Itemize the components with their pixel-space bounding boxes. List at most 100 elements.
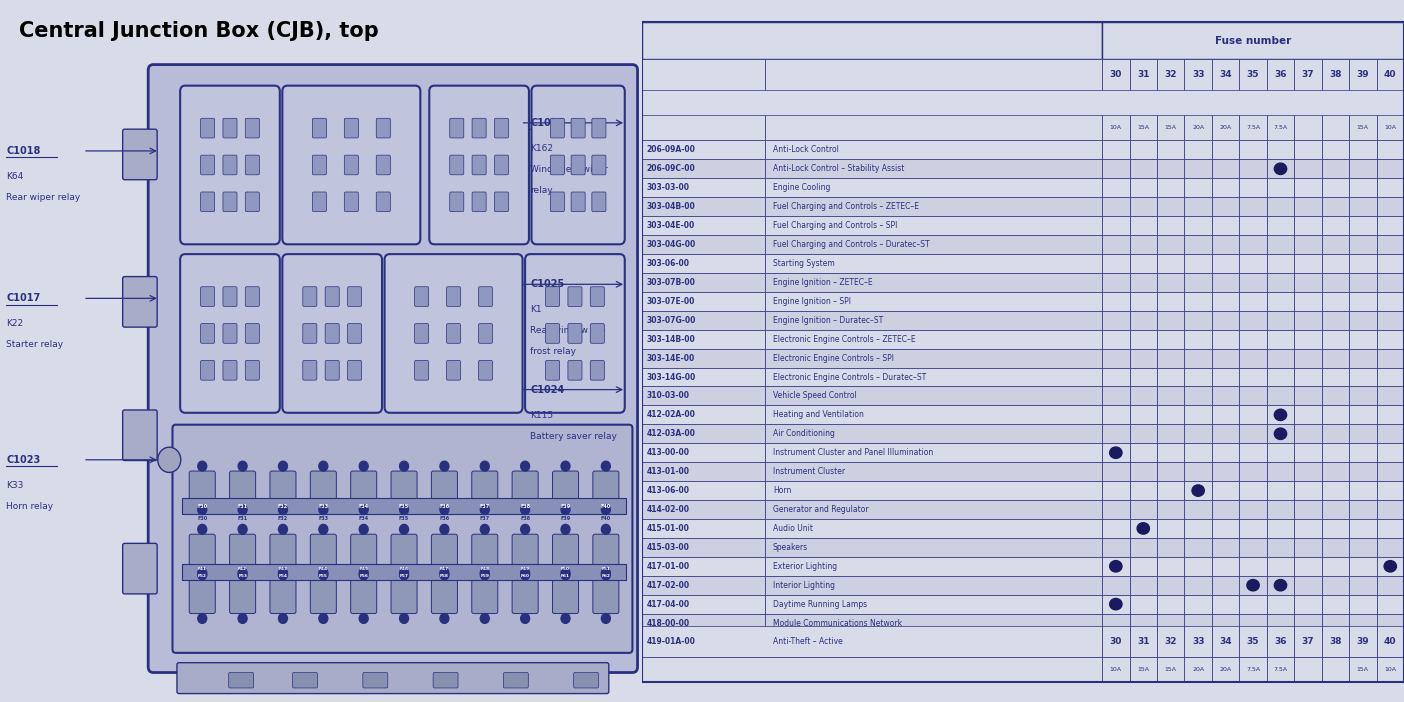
Text: 40: 40	[1384, 70, 1397, 79]
Bar	[1376, 462, 1404, 481]
Text: Instrument Cluster and Panel Illumination: Instrument Cluster and Panel Illuminatio…	[772, 448, 934, 457]
FancyBboxPatch shape	[546, 324, 560, 343]
Bar	[1185, 197, 1212, 216]
FancyBboxPatch shape	[282, 254, 382, 413]
Bar	[1102, 443, 1130, 462]
Text: F58: F58	[439, 574, 449, 578]
Bar	[1212, 197, 1240, 216]
Bar	[1157, 140, 1185, 159]
Bar	[765, 538, 1102, 557]
Bar	[1185, 292, 1212, 311]
Circle shape	[601, 614, 611, 623]
Bar	[1157, 500, 1185, 519]
Bar	[1185, 115, 1212, 140]
Bar	[1294, 368, 1321, 387]
Circle shape	[521, 568, 529, 578]
Bar	[765, 576, 1102, 595]
Text: 20A: 20A	[1192, 667, 1205, 673]
Bar	[1266, 59, 1294, 90]
FancyBboxPatch shape	[472, 580, 498, 614]
Bar	[1321, 273, 1349, 292]
Bar	[1130, 424, 1157, 443]
Bar	[1266, 538, 1294, 557]
Bar	[1321, 311, 1349, 330]
Bar	[1321, 349, 1349, 368]
Bar	[1212, 330, 1240, 349]
Circle shape	[480, 461, 489, 471]
Bar	[1157, 387, 1185, 405]
Circle shape	[359, 568, 368, 578]
Bar	[1376, 349, 1404, 368]
Bar	[1240, 140, 1266, 159]
Bar	[1185, 273, 1212, 292]
Text: F50: F50	[562, 567, 570, 571]
Bar	[1349, 633, 1376, 651]
Text: F40: F40	[601, 515, 611, 521]
FancyBboxPatch shape	[550, 155, 564, 175]
Text: F46: F46	[400, 567, 409, 571]
Circle shape	[400, 568, 409, 578]
Bar	[1321, 614, 1349, 633]
Bar	[1376, 368, 1404, 387]
Text: 413-06-00: 413-06-00	[646, 486, 689, 495]
Circle shape	[400, 524, 409, 534]
Bar	[1376, 500, 1404, 519]
Text: F34: F34	[358, 503, 369, 509]
Text: 39: 39	[1356, 637, 1369, 646]
Bar	[1266, 292, 1294, 311]
Bar	[1321, 626, 1349, 657]
Bar	[183, 564, 626, 580]
Text: K1: K1	[531, 305, 542, 314]
Bar	[1349, 159, 1376, 178]
Bar	[1266, 405, 1294, 424]
FancyBboxPatch shape	[344, 155, 358, 175]
Bar	[1130, 197, 1157, 216]
FancyBboxPatch shape	[312, 192, 327, 212]
Circle shape	[1275, 409, 1286, 420]
Text: F49: F49	[521, 567, 529, 571]
FancyBboxPatch shape	[449, 192, 463, 212]
Bar	[1240, 178, 1266, 197]
Text: F32: F32	[278, 503, 288, 509]
Bar	[1102, 349, 1130, 368]
Text: Heating and Ventilation: Heating and Ventilation	[772, 411, 863, 419]
Circle shape	[319, 570, 327, 580]
FancyBboxPatch shape	[479, 324, 493, 343]
Circle shape	[319, 568, 327, 578]
Bar	[1240, 443, 1266, 462]
Bar	[1185, 424, 1212, 443]
Bar	[1376, 443, 1404, 462]
Bar	[1102, 178, 1130, 197]
Text: 15A: 15A	[1165, 125, 1177, 131]
Bar	[1185, 387, 1212, 405]
Text: 303-14G-00: 303-14G-00	[646, 373, 695, 381]
Text: F39: F39	[560, 503, 570, 509]
Bar	[642, 330, 765, 349]
Text: 415-01-00: 415-01-00	[646, 524, 689, 533]
FancyBboxPatch shape	[190, 534, 215, 568]
Bar	[1212, 614, 1240, 633]
Bar	[1212, 349, 1240, 368]
Text: Vehicle Speed Control: Vehicle Speed Control	[772, 392, 856, 400]
Text: 20A: 20A	[1220, 667, 1231, 673]
Text: 38: 38	[1330, 70, 1342, 79]
Bar	[1212, 576, 1240, 595]
Bar	[1157, 557, 1185, 576]
FancyBboxPatch shape	[180, 254, 279, 413]
Text: Rear window de-: Rear window de-	[531, 326, 605, 336]
Circle shape	[439, 614, 449, 623]
Circle shape	[1247, 580, 1259, 591]
Bar	[642, 115, 765, 140]
Text: Instrument Cluster: Instrument Cluster	[772, 467, 845, 476]
Text: C1023: C1023	[7, 455, 41, 465]
FancyBboxPatch shape	[177, 663, 609, 694]
Bar	[642, 292, 765, 311]
FancyBboxPatch shape	[326, 324, 340, 343]
Text: Exterior Lighting: Exterior Lighting	[772, 562, 837, 571]
Bar	[1349, 311, 1376, 330]
Bar	[1376, 197, 1404, 216]
Bar	[642, 311, 765, 330]
Text: K64: K64	[7, 172, 24, 181]
Text: Horn relay: Horn relay	[7, 502, 53, 511]
Text: Speakers: Speakers	[772, 543, 807, 552]
